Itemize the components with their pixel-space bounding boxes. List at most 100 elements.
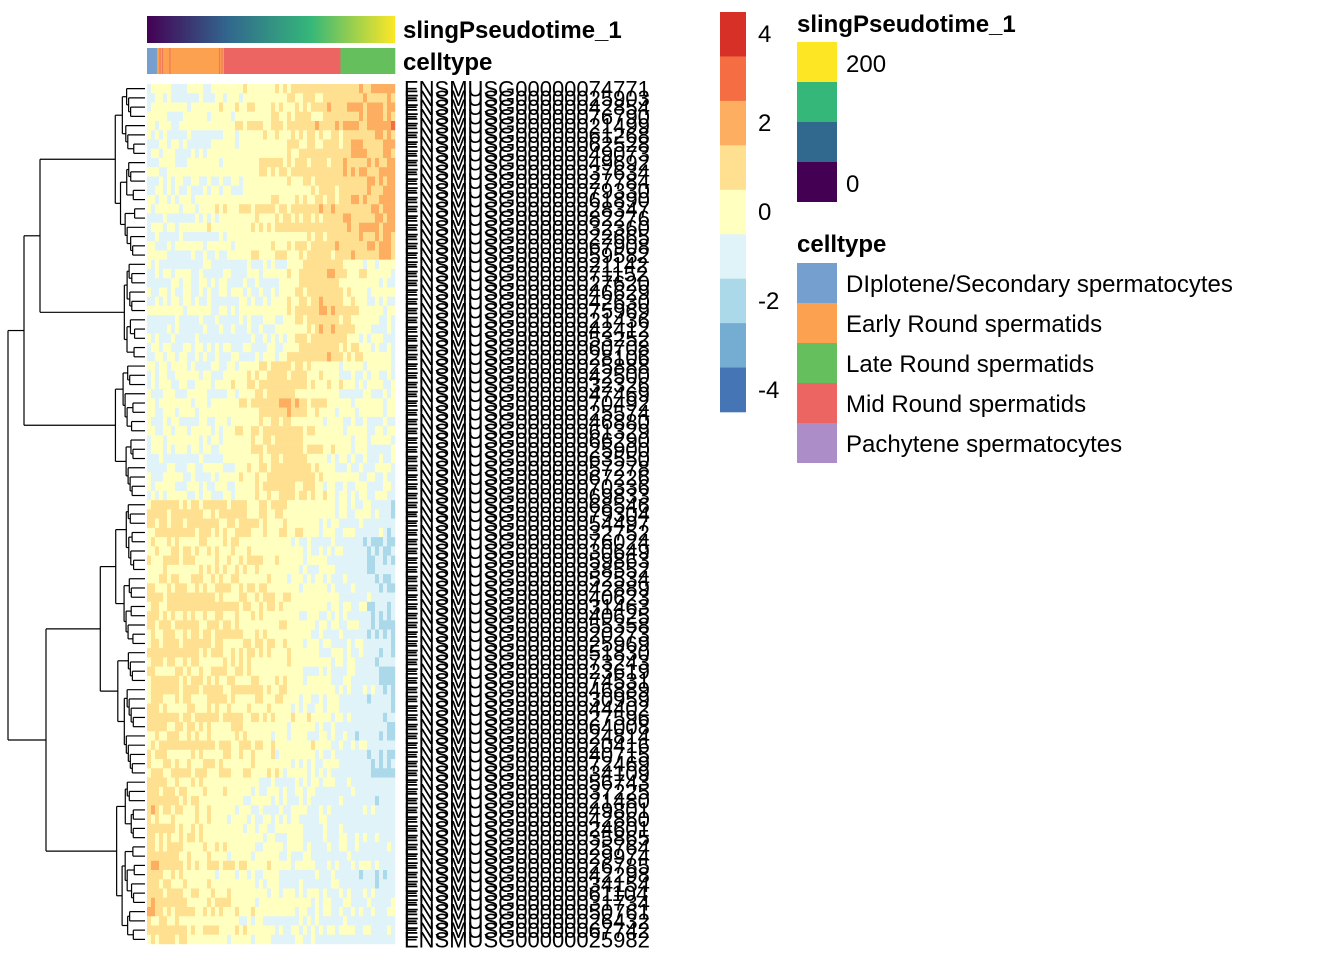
heatmap-cell bbox=[383, 805, 388, 815]
heatmap-cell bbox=[207, 731, 212, 741]
heatmap-cell bbox=[343, 777, 348, 787]
heatmap-cell bbox=[283, 185, 288, 196]
heatmap-cell bbox=[391, 259, 396, 270]
heatmap-cell bbox=[219, 768, 224, 778]
heatmap-cell bbox=[391, 130, 396, 140]
heatmap-cell bbox=[155, 111, 160, 122]
heatmap-cell bbox=[167, 574, 172, 584]
heatmap-cell bbox=[279, 259, 284, 270]
heatmap-cell bbox=[319, 250, 324, 260]
heatmap-cell bbox=[371, 176, 376, 186]
heatmap-cell bbox=[379, 555, 384, 566]
heatmap-cell bbox=[387, 583, 392, 593]
heatmap-cell bbox=[227, 324, 232, 334]
heatmap-cell bbox=[275, 537, 280, 547]
heatmap-cell bbox=[155, 786, 160, 797]
heatmap-cell bbox=[383, 611, 388, 621]
heatmap-cell bbox=[363, 574, 368, 584]
heatmap-cell bbox=[279, 620, 284, 630]
heatmap-cell bbox=[171, 666, 176, 677]
heatmap-cell bbox=[147, 731, 152, 741]
heatmap-cell bbox=[215, 749, 220, 760]
heatmap-cell bbox=[155, 296, 160, 307]
heatmap-cell bbox=[159, 241, 164, 251]
heatmap-cell bbox=[223, 601, 228, 612]
heatmap-cell bbox=[235, 620, 240, 630]
heatmap-cell bbox=[211, 157, 216, 168]
heatmap-cell bbox=[239, 786, 244, 797]
heatmap-cell bbox=[295, 139, 300, 149]
heatmap-cell bbox=[367, 805, 372, 815]
heatmap-cell bbox=[383, 204, 388, 214]
heatmap-cell bbox=[211, 463, 216, 473]
heatmap-cell bbox=[319, 139, 324, 149]
heatmap-cell bbox=[275, 398, 280, 408]
heatmap-cell bbox=[187, 537, 192, 547]
heatmap-cell bbox=[191, 657, 196, 667]
heatmap-cell bbox=[343, 555, 348, 566]
heatmap-cell bbox=[379, 93, 384, 103]
heatmap-cell bbox=[175, 111, 180, 122]
heatmap-cell bbox=[319, 805, 324, 815]
heatmap-cell bbox=[187, 268, 192, 279]
heatmap-cell bbox=[371, 435, 376, 445]
heatmap-cell bbox=[347, 490, 352, 501]
heatmap-cell bbox=[251, 592, 256, 603]
heatmap-cell bbox=[235, 555, 240, 566]
heatmap-cell bbox=[319, 490, 324, 501]
heatmap-cell bbox=[147, 361, 152, 371]
heatmap-cell bbox=[383, 268, 388, 279]
heatmap-cell bbox=[223, 379, 228, 390]
heatmap-cell bbox=[255, 472, 260, 482]
heatmap-cell bbox=[175, 657, 180, 667]
heatmap-cell bbox=[283, 740, 288, 751]
heatmap-cell bbox=[231, 509, 236, 519]
heatmap-cell bbox=[155, 638, 160, 649]
heatmap-cell bbox=[287, 305, 292, 316]
heatmap-cell bbox=[323, 453, 328, 464]
heatmap-cell bbox=[307, 694, 312, 704]
heatmap-cell bbox=[195, 157, 200, 168]
heatmap-cell bbox=[327, 583, 332, 593]
heatmap-cell bbox=[243, 555, 248, 566]
heatmap-cell bbox=[231, 722, 236, 732]
heatmap-cell bbox=[283, 574, 288, 584]
heatmap-cell bbox=[283, 601, 288, 612]
heatmap-cell bbox=[187, 398, 192, 408]
heatmap-cell bbox=[363, 120, 368, 131]
heatmap-cell bbox=[315, 120, 320, 131]
heatmap-cell bbox=[251, 287, 256, 297]
heatmap-cell bbox=[251, 509, 256, 519]
heatmap-cell bbox=[255, 527, 260, 538]
heatmap-cell bbox=[323, 481, 328, 492]
heatmap-cell bbox=[335, 638, 340, 649]
heatmap-cell bbox=[299, 148, 304, 159]
heatmap-cell bbox=[183, 204, 188, 214]
heatmap-cell bbox=[391, 722, 396, 732]
heatmap-cell bbox=[239, 139, 244, 149]
heatmap-cell bbox=[359, 324, 364, 334]
heatmap-cell bbox=[263, 305, 268, 316]
heatmap-cell bbox=[287, 278, 292, 288]
heatmap-cell bbox=[319, 638, 324, 649]
heatmap-cell bbox=[147, 638, 152, 649]
heatmap-cell bbox=[159, 379, 164, 390]
heatmap-cell bbox=[203, 444, 208, 455]
heatmap-cell bbox=[203, 731, 208, 741]
heatmap-cell bbox=[307, 574, 312, 584]
heatmap-cell bbox=[291, 130, 296, 140]
heatmap-cell bbox=[391, 546, 396, 556]
heatmap-cell bbox=[175, 167, 180, 177]
heatmap-cell bbox=[291, 296, 296, 307]
heatmap-cell bbox=[315, 648, 320, 658]
heatmap-cell bbox=[203, 426, 208, 436]
heatmap-cell bbox=[371, 777, 376, 787]
heatmap-cell bbox=[307, 703, 312, 714]
heatmap-cell bbox=[239, 148, 244, 159]
heatmap-cell bbox=[303, 185, 308, 196]
heatmap-cell bbox=[359, 93, 364, 103]
heatmap-cell bbox=[263, 481, 268, 492]
heatmap-cell bbox=[155, 500, 160, 510]
heatmap-cell bbox=[339, 648, 344, 658]
heatmap-cell bbox=[391, 379, 396, 390]
